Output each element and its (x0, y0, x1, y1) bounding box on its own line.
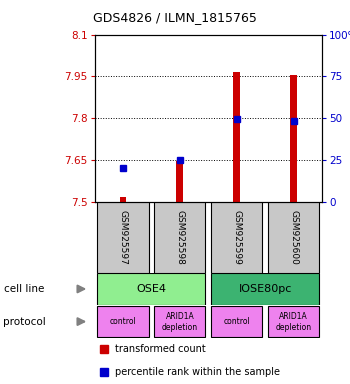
Bar (268, 306, 319, 337)
Text: GSM925599: GSM925599 (232, 210, 241, 265)
Text: ARID1A
depletion: ARID1A depletion (275, 311, 312, 332)
Bar (176, 161, 183, 202)
Bar (211, 273, 319, 305)
Text: ARID1A
depletion: ARID1A depletion (162, 311, 198, 332)
Text: percentile rank within the sample: percentile rank within the sample (115, 367, 280, 377)
Bar (211, 202, 262, 273)
Text: OSE4: OSE4 (136, 284, 166, 294)
Text: GSM925600: GSM925600 (289, 210, 298, 265)
Bar (154, 306, 205, 337)
Bar (233, 72, 240, 202)
Bar (97, 273, 205, 305)
Text: transformed count: transformed count (115, 344, 206, 354)
Text: IOSE80pc: IOSE80pc (238, 284, 292, 294)
Text: GSM925598: GSM925598 (175, 210, 184, 265)
Text: control: control (110, 317, 136, 326)
Bar (97, 202, 148, 273)
Bar (154, 202, 205, 273)
Bar (290, 75, 297, 202)
Bar (268, 202, 319, 273)
Text: GDS4826 / ILMN_1815765: GDS4826 / ILMN_1815765 (93, 12, 257, 25)
Text: protocol: protocol (4, 316, 46, 327)
Text: control: control (223, 317, 250, 326)
Text: GSM925597: GSM925597 (118, 210, 127, 265)
Text: cell line: cell line (4, 284, 44, 294)
Bar (97, 306, 148, 337)
Bar (211, 306, 262, 337)
Bar (120, 197, 126, 202)
